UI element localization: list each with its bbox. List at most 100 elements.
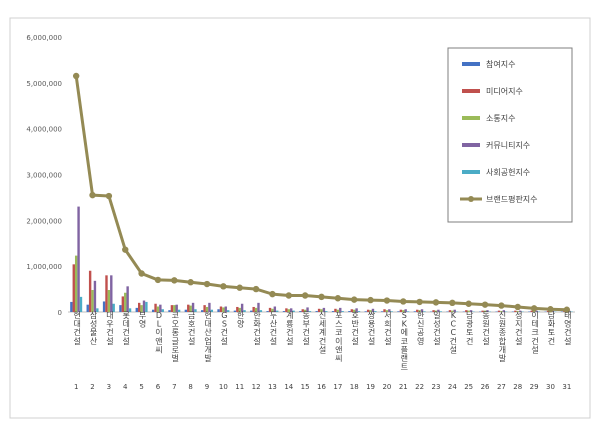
line-point — [465, 301, 471, 307]
legend-swatch — [462, 62, 480, 66]
bar — [234, 311, 236, 312]
legend-swatch — [462, 89, 480, 93]
x-rank-label: 31 — [562, 383, 571, 391]
x-rank-label: 2 — [90, 383, 94, 391]
line-point — [335, 295, 341, 301]
x-rank-label: 7 — [172, 383, 176, 391]
y-tick-label: 3,000,000 — [26, 172, 62, 180]
bar — [87, 305, 89, 312]
legend-label: 브랜드평판지수 — [486, 194, 538, 204]
bar — [105, 275, 107, 312]
x-rank-label: 29 — [530, 383, 539, 391]
bar — [91, 290, 93, 312]
x-rank-label: 4 — [123, 383, 128, 391]
x-rank-label: 26 — [481, 383, 490, 391]
bar — [217, 309, 219, 312]
x-rank-label: 21 — [399, 383, 408, 391]
line-point — [498, 302, 504, 308]
bar — [250, 311, 252, 312]
x-rank-label: 13 — [268, 383, 277, 391]
legend-label: 커뮤니티지수 — [486, 140, 530, 150]
x-rank-label: 24 — [448, 383, 457, 391]
line-point — [204, 281, 210, 287]
bar — [108, 290, 110, 312]
x-rank-label: 16 — [317, 383, 326, 391]
line-point — [89, 192, 95, 198]
legend-label: 소통지수 — [486, 114, 515, 123]
bar — [283, 311, 285, 312]
x-rank-label: 20 — [382, 383, 391, 391]
line-point — [449, 300, 455, 306]
line-point — [302, 292, 308, 298]
line-point — [155, 277, 161, 283]
bar — [185, 310, 187, 312]
bar — [152, 310, 154, 312]
bar — [80, 297, 82, 312]
bar — [73, 264, 75, 312]
bar — [266, 311, 268, 312]
x-rank-label: 30 — [546, 383, 555, 391]
bar — [381, 311, 383, 312]
line-point — [482, 301, 488, 307]
line-point — [253, 286, 259, 292]
line-point — [171, 277, 177, 283]
bar — [316, 311, 318, 312]
bar — [89, 271, 91, 312]
y-tick-label: 2,000,000 — [26, 217, 62, 225]
bar — [414, 311, 416, 312]
line-point — [220, 283, 226, 289]
legend-swatch-marker — [468, 196, 474, 202]
x-rank-label: 6 — [156, 383, 161, 391]
bar — [70, 302, 72, 312]
x-rank-label: 17 — [333, 383, 342, 391]
x-rank-label: 14 — [284, 383, 293, 391]
bar — [119, 305, 121, 312]
legend-label: 사회공헌지수 — [486, 168, 530, 177]
bar — [124, 293, 126, 312]
bar — [75, 256, 77, 312]
x-rank-label: 19 — [366, 383, 375, 391]
line-point — [416, 299, 422, 305]
line-point — [515, 304, 521, 310]
bar — [94, 281, 96, 312]
x-rank-label: 18 — [350, 383, 359, 391]
bar — [332, 311, 334, 312]
bar — [168, 310, 170, 312]
line-point — [187, 279, 193, 285]
x-rank-label: 22 — [415, 383, 424, 391]
bar — [201, 310, 203, 312]
bar — [110, 275, 112, 312]
legend-label: 미디어지수 — [486, 86, 523, 96]
x-rank-label: 15 — [301, 383, 310, 391]
x-rank-label: 11 — [235, 383, 244, 391]
line-point — [122, 246, 128, 252]
x-rank-label: 9 — [205, 383, 209, 391]
x-rank-label: 28 — [513, 383, 522, 391]
x-rank-label: 5 — [139, 383, 143, 391]
bar — [122, 296, 124, 312]
line-point — [384, 297, 390, 303]
x-rank-label: 25 — [464, 383, 473, 391]
x-rank-label: 3 — [107, 383, 111, 391]
line-point — [106, 193, 112, 199]
